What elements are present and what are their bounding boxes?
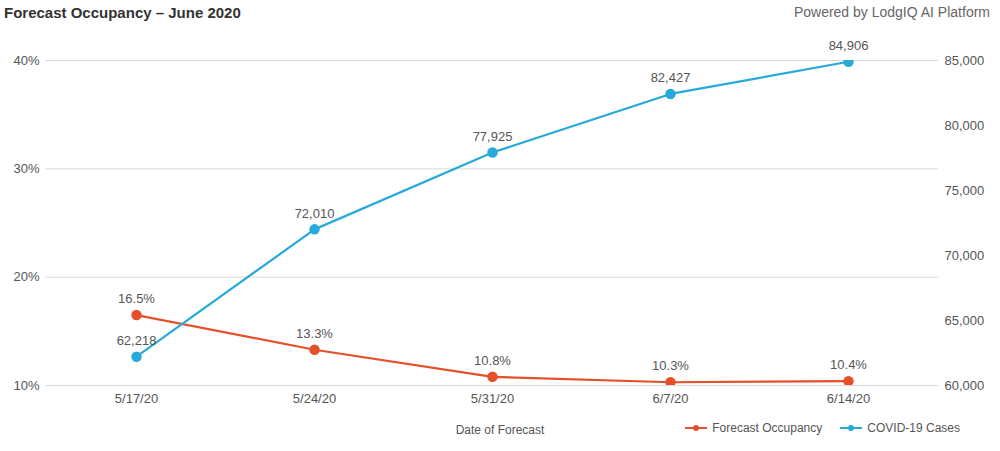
svg-text:40%: 40% [13,53,39,68]
svg-text:75,000: 75,000 [945,183,985,198]
html-text:Powered by LodgIQ AI Platform: Powered by LodgIQ AI Platform [793,4,990,20]
svg-text:13.3%: 13.3% [296,326,333,341]
svg-text:72,010: 72,010 [295,206,335,221]
svg-text:65,000: 65,000 [945,313,985,328]
svg-text:10.8%: 10.8% [474,353,511,368]
svg-text:70,000: 70,000 [945,248,985,263]
svg-text:84,906: 84,906 [829,38,869,53]
html-text:COVID-19 Cases: COVID-19 Cases [867,421,960,435]
svg-text:10%: 10% [13,378,39,393]
svg-text:5/31/20: 5/31/20 [471,391,514,406]
html-text:Forecast Occupancy – June 2020: Forecast Occupancy – June 2020 [4,4,241,21]
svg-text:85,000: 85,000 [945,53,985,68]
svg-text:10.3%: 10.3% [652,358,689,373]
svg-text:6/7/20: 6/7/20 [652,391,688,406]
svg-text:20%: 20% [13,269,39,284]
svg-text:10.4%: 10.4% [830,357,867,372]
svg-text:6/14/20: 6/14/20 [827,391,870,406]
html-text:Forecast Occupancy: Forecast Occupancy [712,421,823,435]
svg-text:82,427: 82,427 [651,70,691,85]
html-text:Date of Forecast: Date of Forecast [455,423,545,437]
svg-text:5/24/20: 5/24/20 [293,391,336,406]
svg-text:5/17/20: 5/17/20 [115,391,158,406]
svg-text:60,000: 60,000 [945,378,985,393]
svg-text:16.5%: 16.5% [118,291,155,306]
svg-text:62,218: 62,218 [117,333,157,348]
svg-text:77,925: 77,925 [473,129,513,144]
svg-text:30%: 30% [13,161,39,176]
svg-text:80,000: 80,000 [945,118,985,133]
